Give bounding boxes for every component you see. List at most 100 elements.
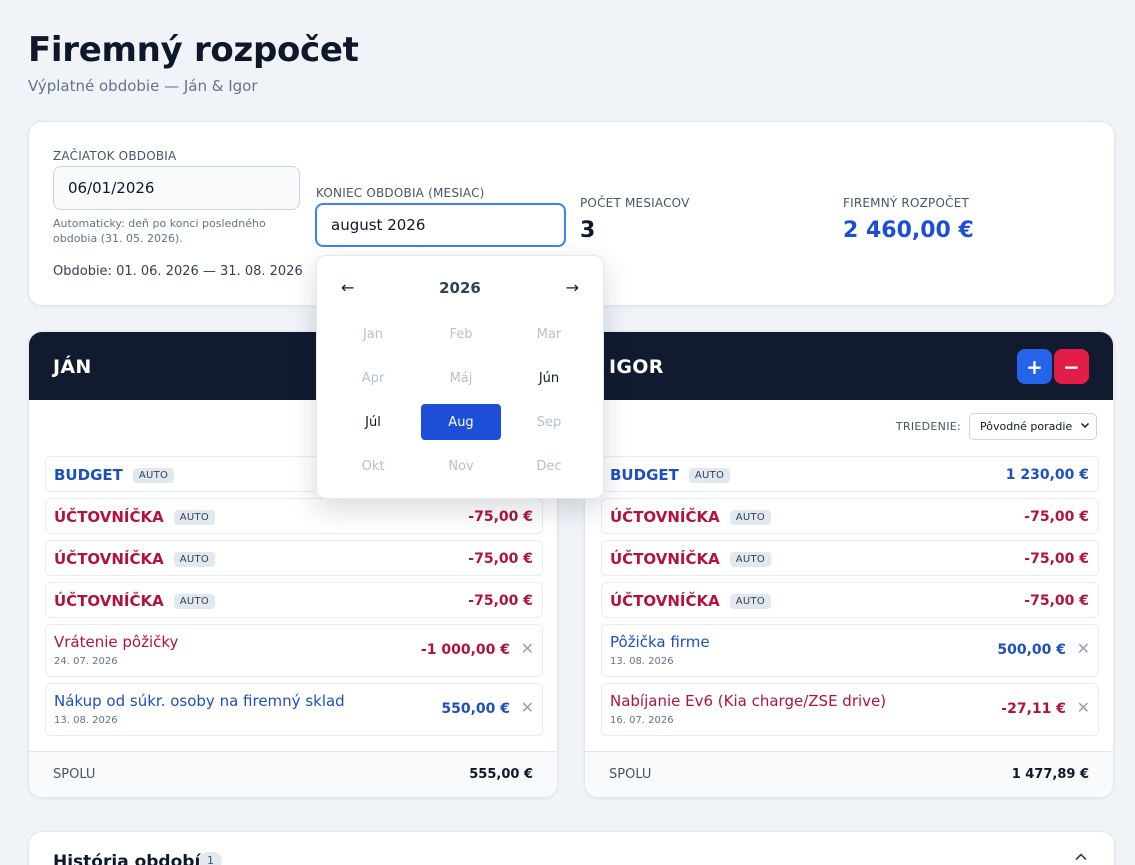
entry-title: ÚČTOVNÍČKA AUTO (54, 550, 216, 568)
remove-person-button[interactable]: − (1054, 349, 1089, 384)
chevron-down-icon (1080, 422, 1090, 429)
sort-select[interactable]: Pôvodné poradie (969, 413, 1097, 440)
entry-row: Nabíjanie Ev6 (Kia charge/ZSE drive) 16.… (601, 683, 1099, 736)
add-entry-button[interactable]: + (1017, 349, 1052, 384)
start-hint: Automaticky: deň po konci posledného obd… (53, 217, 266, 245)
delete-icon[interactable]: ✕ (520, 639, 534, 658)
auto-badge: AUTO (132, 468, 175, 483)
entry-amount: -75,00 € (468, 551, 533, 567)
total-bar: SPOLU 555,00 € (29, 751, 557, 797)
entry-row: Pôžička firme 13. 08. 2026 500,00 € ✕ (601, 624, 1099, 677)
end-month-field[interactable]: august 2026 (315, 203, 566, 247)
month-option: Jan (362, 326, 384, 342)
delete-icon[interactable]: ✕ (1076, 639, 1090, 658)
entry-row: ÚČTOVNÍČKA AUTO -75,00 € (601, 498, 1099, 534)
months-value: 3 (580, 218, 596, 243)
next-year-button[interactable]: → (565, 278, 579, 297)
entry-amount: -75,00 € (468, 593, 533, 609)
month-option: Okt (361, 458, 385, 474)
entry-title: ÚČTOVNÍČKA AUTO (610, 508, 772, 526)
months-label: POČET MESIACOV (580, 196, 690, 210)
auto-badge: AUTO (173, 510, 216, 525)
entry-title: ÚČTOVNÍČKA AUTO (610, 550, 772, 568)
entry-title: Nákup od súkr. osoby na firemný sklad (54, 692, 345, 710)
entry-row: ÚČTOVNÍČKA AUTO -75,00 € (601, 582, 1099, 618)
page-subtitle: Výplatné obdobie — Ján & Igor (28, 77, 258, 95)
month-option[interactable]: Jún (538, 370, 560, 386)
auto-badge: AUTO (729, 510, 772, 525)
auto-badge: AUTO (729, 594, 772, 609)
history-count-badge: 1 (199, 852, 222, 865)
entry-title: Pôžička firme (610, 633, 710, 651)
entry-title: Vrátenie pôžičky (54, 633, 179, 651)
month-option: Dec (536, 458, 562, 474)
entry-row: Vrátenie pôžičky 24. 07. 2026 -1 000,00 … (45, 624, 543, 677)
entry-title: BUDGET AUTO (54, 466, 175, 484)
month-option: Mar (536, 326, 562, 342)
start-label: ZAČIATOK OBDOBIA (53, 149, 177, 163)
person-name: JÁN (53, 356, 92, 378)
auto-badge: AUTO (729, 552, 772, 567)
page-title: Firemný rozpočet (28, 30, 359, 70)
picker-year: 2026 (439, 279, 481, 297)
month-picker: ← 2026 → Jan Feb Mar Apr Máj Jún Júl Aug Sep Okt N… (316, 255, 604, 499)
total-value: 1 477,89 € (1011, 767, 1089, 782)
entry-amount: 1 230,00 € (1005, 467, 1089, 483)
entry-amount: -75,00 € (468, 509, 533, 525)
entry-amount: -75,00 € (1024, 551, 1089, 567)
total-value: 555,00 € (469, 767, 533, 782)
entry-date: 16. 07. 2026 (610, 715, 674, 726)
budget-value: 2 460,00 € (843, 218, 974, 243)
month-option[interactable]: Aug (421, 404, 501, 440)
entry-list: BUDGET AUTO 1 230,00 € ÚČTOVNÍČKA AUTO -75… (601, 456, 1099, 742)
month-option: Nov (448, 458, 474, 474)
entry-title: BUDGET AUTO (610, 466, 731, 484)
person-name: IGOR (609, 356, 664, 378)
month-option: Máj (449, 370, 473, 386)
entry-row: ÚČTOVNÍČKA AUTO -75,00 € (601, 540, 1099, 576)
entry-amount: -27,11 € (1001, 701, 1066, 717)
entry-date: 13. 08. 2026 (610, 656, 674, 667)
month-option[interactable]: Júl (365, 414, 381, 430)
entry-date: 13. 08. 2026 (54, 715, 118, 726)
entry-row: BUDGET AUTO 1 230,00 € (601, 456, 1099, 492)
prev-year-button[interactable]: ← (341, 278, 355, 297)
entry-amount: -1 000,00 € (420, 642, 510, 658)
history-title: História období (53, 852, 201, 865)
auto-badge: AUTO (688, 468, 731, 483)
start-date-field[interactable]: 06/01/2026 (53, 166, 300, 210)
delete-icon[interactable]: ✕ (520, 698, 534, 717)
entry-title: ÚČTOVNÍČKA AUTO (54, 508, 216, 526)
month-option: Feb (449, 326, 473, 342)
end-label: KONIEC OBDOBIA (MESIAC) (316, 186, 485, 200)
period-range: Obdobie: 01. 06. 2026 — 31. 08. 2026 (53, 264, 303, 279)
entry-row: Nákup od súkr. osoby na firemný sklad 13… (45, 683, 543, 736)
entry-row: ÚČTOVNÍČKA AUTO -75,00 € (45, 582, 543, 618)
entry-title: Nabíjanie Ev6 (Kia charge/ZSE drive) (610, 692, 887, 710)
entry-row: ÚČTOVNÍČKA AUTO -75,00 € (45, 498, 543, 534)
total-label: SPOLU (53, 767, 96, 782)
person-header: IGOR + − (585, 332, 1113, 400)
month-option: Apr (361, 370, 385, 386)
entry-amount: -75,00 € (1024, 593, 1089, 609)
delete-icon[interactable]: ✕ (1076, 698, 1090, 717)
person-card-igor: IGOR + − TRIEDENIE: Pôvodné poradie BUDG… (584, 331, 1114, 798)
chevron-up-icon[interactable] (1074, 850, 1088, 864)
total-bar: SPOLU 1 477,89 € (585, 751, 1113, 797)
history-card[interactable]: História období 1 (28, 831, 1115, 865)
sort-label: TRIEDENIE: (895, 420, 961, 433)
month-option: Sep (536, 414, 562, 430)
entry-amount: 550,00 € (441, 701, 510, 717)
budget-label: FIREMNÝ ROZPOČET (843, 196, 970, 210)
entry-title: ÚČTOVNÍČKA AUTO (54, 592, 216, 610)
entry-row: ÚČTOVNÍČKA AUTO -75,00 € (45, 540, 543, 576)
auto-badge: AUTO (173, 594, 216, 609)
auto-badge: AUTO (173, 552, 216, 567)
month-grid: Jan Feb Mar Apr Máj Jún Júl Aug Sep Okt Nov Dec (333, 316, 589, 484)
entry-list: BUDGET AUTO ÚČTOVNÍČKA AUTO -75,00 € ÚČTOV… (45, 456, 543, 742)
entry-amount: -75,00 € (1024, 509, 1089, 525)
entry-title: ÚČTOVNÍČKA AUTO (610, 592, 772, 610)
total-label: SPOLU (609, 767, 652, 782)
entry-amount: 500,00 € (997, 642, 1066, 658)
entry-date: 24. 07. 2026 (54, 656, 118, 667)
